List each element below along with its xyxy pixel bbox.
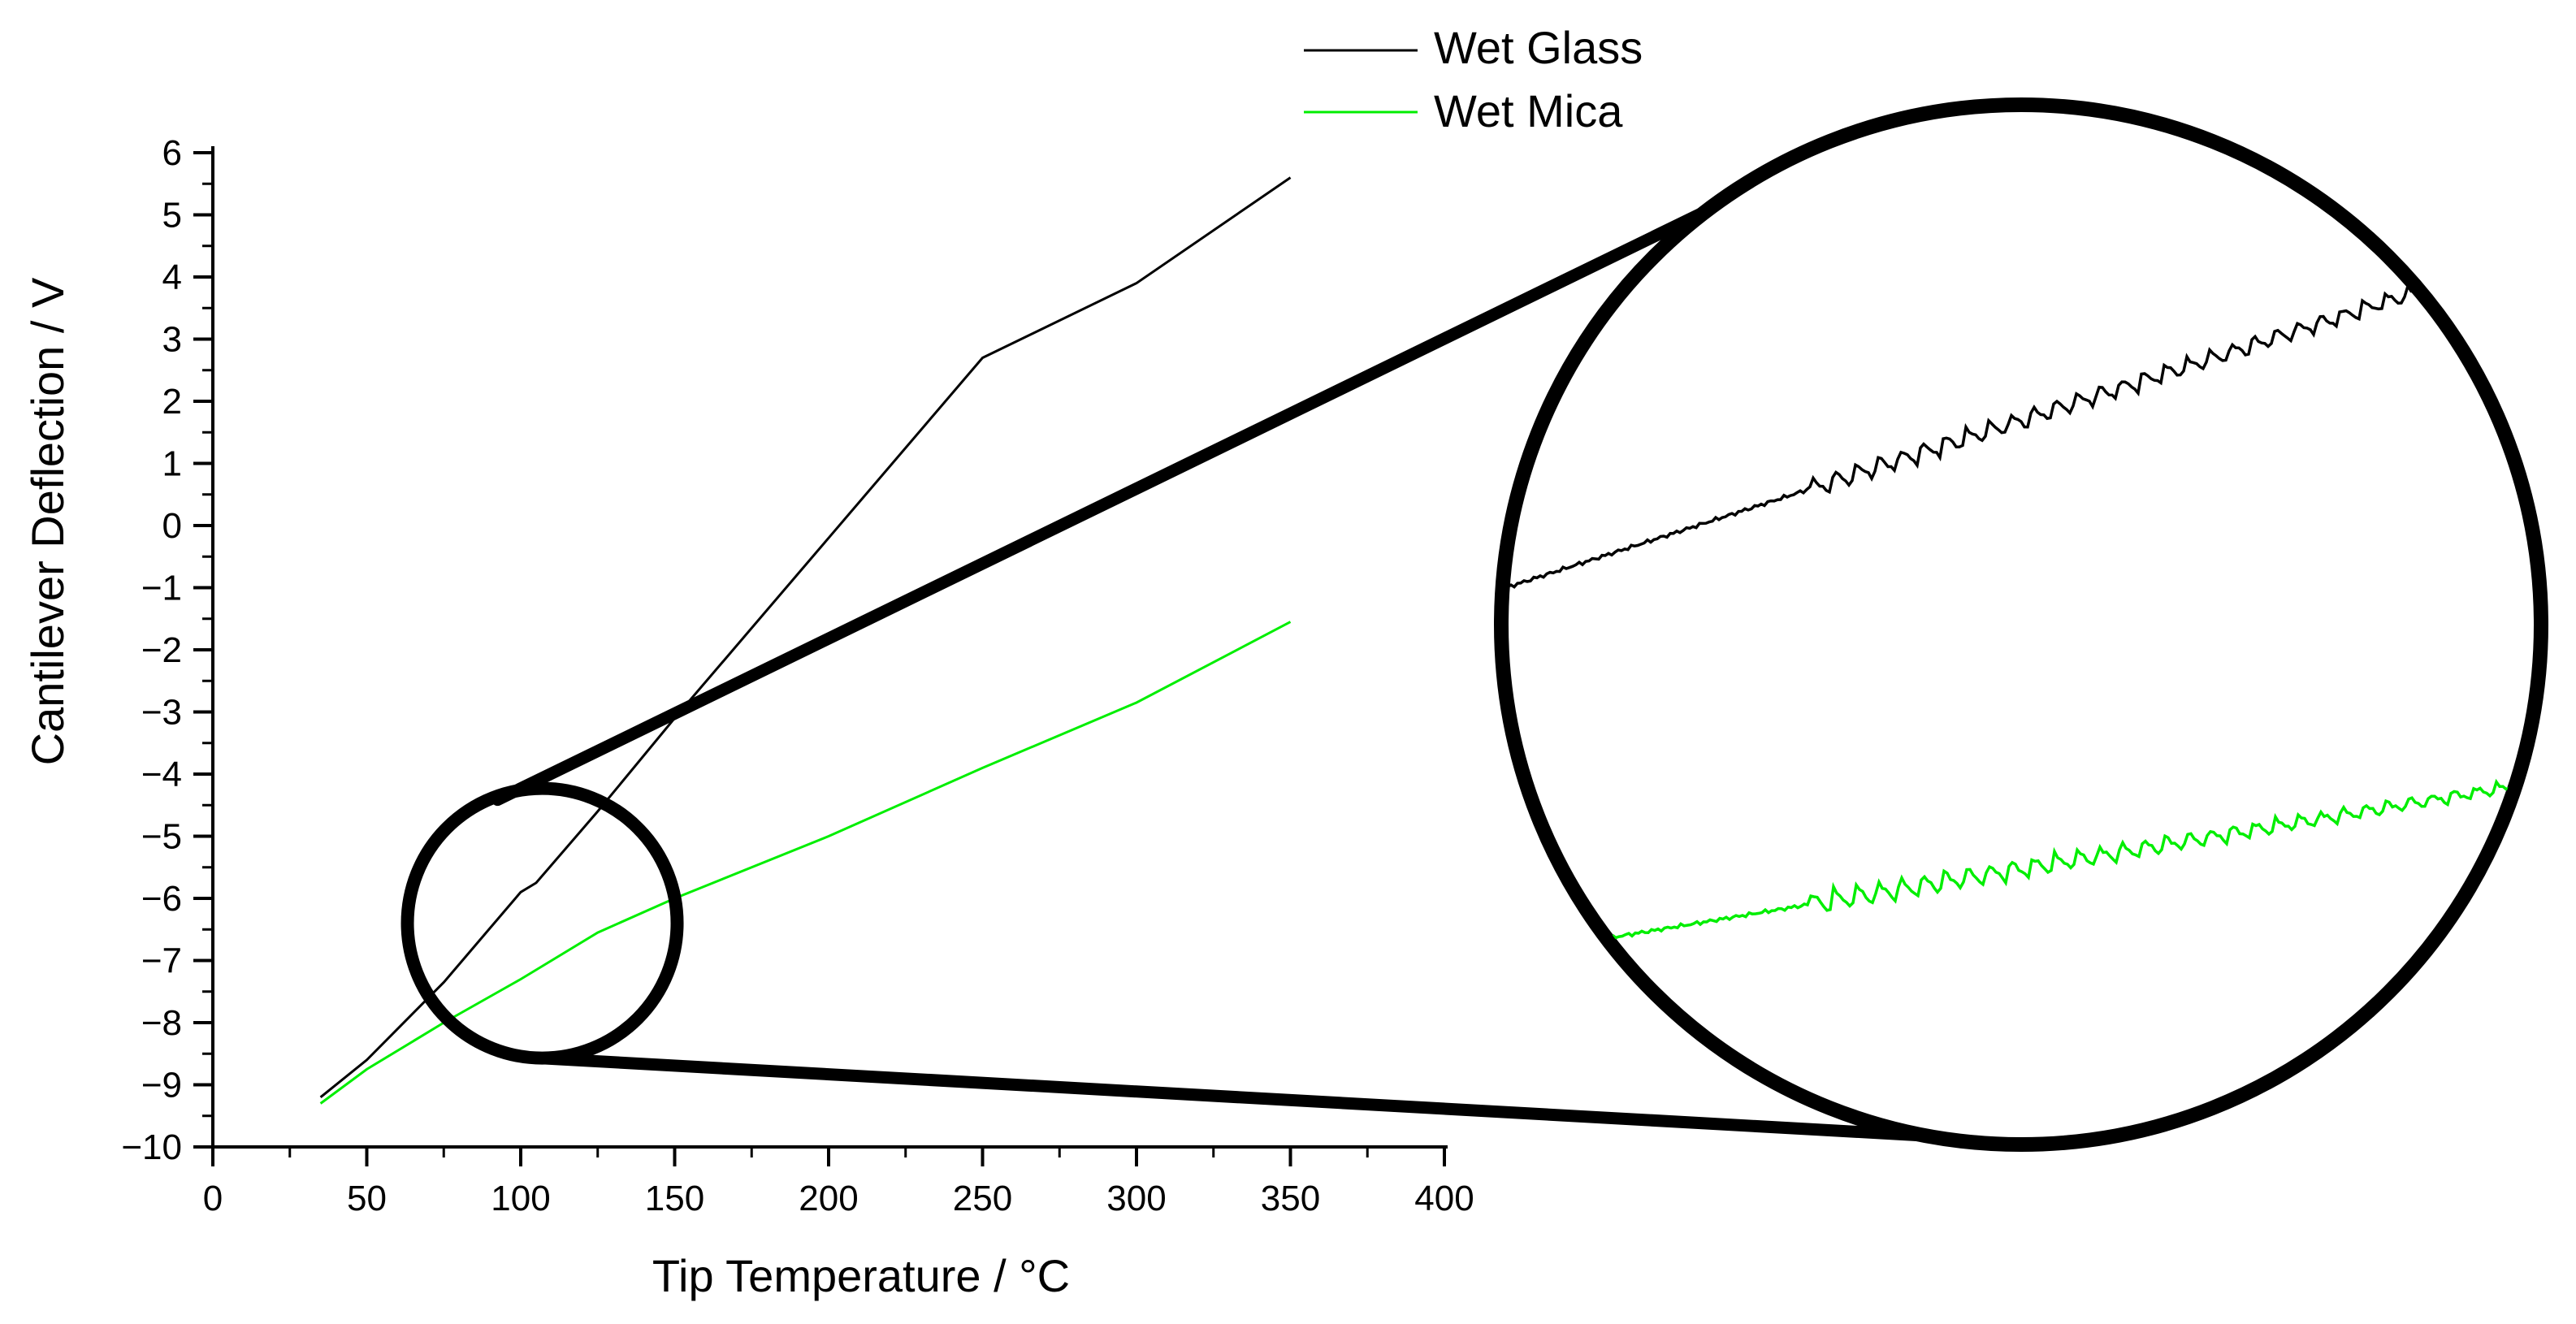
y-tick-label: −4 [141, 755, 182, 794]
x-axis-title: Tip Temperature / °C [652, 1250, 1070, 1301]
zoom-magnified-circle [1494, 97, 2548, 1152]
y-tick-label: −8 [141, 1003, 182, 1043]
x-tick-label: 400 [1414, 1179, 1474, 1218]
y-tick-label: 5 [162, 196, 182, 236]
y-tick-label: −3 [141, 693, 182, 733]
x-tick-label: 350 [1261, 1179, 1320, 1218]
zoom-traces [1508, 283, 2514, 940]
y-tick-label: −2 [141, 630, 182, 670]
zoom-connector-bottom [533, 1052, 1930, 1142]
x-tick-label: 100 [491, 1179, 550, 1218]
series-lines [319, 176, 1292, 1105]
zoom-source-circle [400, 781, 684, 1065]
y-tick-label: −10 [121, 1127, 182, 1167]
y-tick-label: 6 [162, 133, 182, 173]
y-tick-label: 0 [162, 506, 182, 546]
legend-label-wet-mica: Wet Mica [1434, 85, 1623, 136]
zoom-connector-top [491, 206, 1711, 807]
legend-label-wet-glass: Wet Glass [1434, 22, 1643, 73]
y-tick-label: −7 [141, 941, 182, 981]
x-tick-label: 250 [953, 1179, 1012, 1218]
y-tick-label: 4 [162, 257, 182, 297]
x-tick-label: 0 [203, 1179, 223, 1218]
y-tick-label: −9 [141, 1066, 182, 1105]
y-axis-title: Cantilever Deflection / V [22, 277, 73, 765]
ticks: 0 50 100 150 200 250 300 350 400−10−9−8−7−6−5−4−… [121, 133, 1474, 1218]
y-tick-label: −6 [141, 879, 182, 919]
zoom-trace-wet-glass [1508, 283, 2425, 593]
zoom-trace-wet-mica [1611, 778, 2514, 940]
y-tick-label: 2 [162, 382, 182, 422]
legend: Wet Glass Wet Mica [1304, 22, 1643, 136]
y-tick-label: −1 [141, 569, 182, 608]
y-tick-label: −5 [141, 817, 182, 857]
x-tick-label: 300 [1106, 1179, 1166, 1218]
y-tick-label: 3 [162, 320, 182, 360]
zoom-inset [400, 97, 2548, 1152]
x-tick-label: 50 [347, 1179, 387, 1218]
y-tick-label: 1 [162, 444, 182, 484]
series-line-wet-mica [319, 621, 1292, 1105]
axes [211, 146, 1448, 1149]
series-line-wet-glass [319, 176, 1292, 1098]
x-tick-label: 200 [799, 1179, 858, 1218]
x-tick-label: 150 [645, 1179, 704, 1218]
